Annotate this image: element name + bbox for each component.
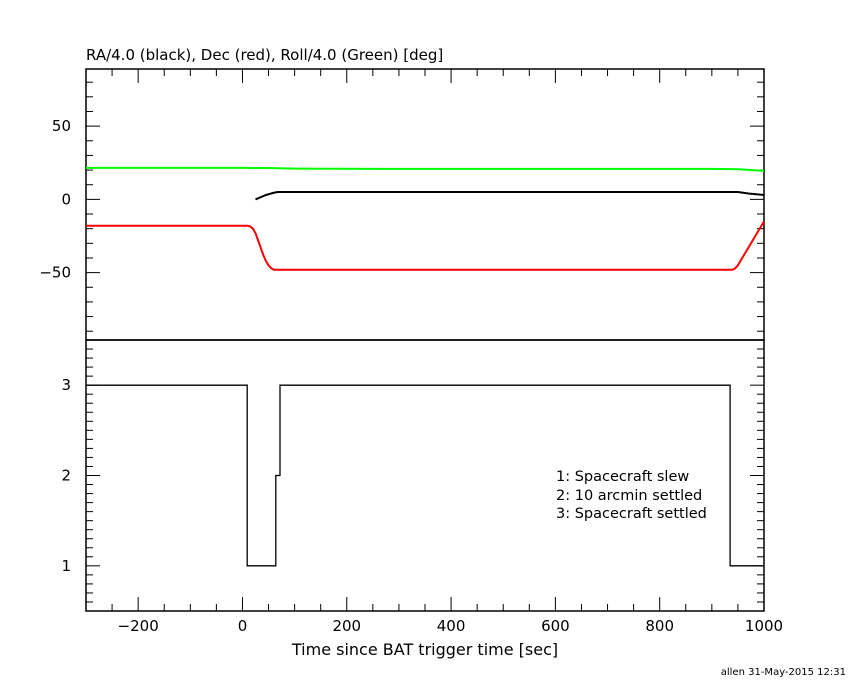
x-tick-label: 200 bbox=[332, 617, 361, 635]
x-axis-label: Time since BAT trigger time [sec] bbox=[291, 640, 558, 659]
y-tick-label: 0 bbox=[61, 190, 71, 208]
y-tick-label: 3 bbox=[61, 376, 71, 394]
status-panel-ticks: 1 2 3 −200 0 200 400 600 800 1000 bbox=[61, 348, 783, 635]
attitude-panel-ticks: −50 0 50 bbox=[39, 69, 765, 332]
y-tick-label: 1 bbox=[61, 557, 71, 575]
x-tick-label: 0 bbox=[238, 617, 248, 635]
attitude-panel-frame bbox=[85, 68, 765, 341]
series-line-3 bbox=[86, 166, 765, 172]
legend-line-1: 1: Spacecraft slew bbox=[556, 469, 689, 485]
legend-line-3: 3: Spacecraft settled bbox=[556, 506, 707, 522]
attitude-panel: RA/4.0 (black), Dec (red), Roll/4.0 (Gre… bbox=[39, 46, 765, 341]
x-tick-label: 400 bbox=[437, 617, 466, 635]
y-tick-label: −50 bbox=[39, 264, 71, 282]
status-panel: 1 2 3 −200 0 200 400 600 800 1000 1: Spacecraft s… bbox=[61, 339, 783, 659]
x-tick-label: 600 bbox=[541, 617, 570, 635]
y-tick-label: 2 bbox=[61, 467, 71, 485]
y-tick-label: 50 bbox=[52, 117, 71, 135]
attitude-series-group bbox=[86, 166, 765, 271]
x-tick-label: −200 bbox=[118, 617, 159, 635]
footer-credit: allen 31-May-2015 12:31 bbox=[721, 667, 846, 678]
series-line-2 bbox=[86, 220, 765, 271]
series-line-1 bbox=[255, 191, 765, 201]
attitude-panel-title: RA/4.0 (black), Dec (red), Roll/4.0 (Gre… bbox=[86, 46, 443, 64]
x-tick-label: 1000 bbox=[745, 617, 783, 635]
status-series-group bbox=[86, 384, 764, 567]
legend-line-2: 2: 10 arcmin settled bbox=[556, 488, 702, 504]
status-step-line bbox=[86, 384, 764, 567]
x-tick-label: 800 bbox=[645, 617, 674, 635]
status-legend: 1: Spacecraft slew 2: 10 arcmin settled … bbox=[556, 469, 707, 522]
